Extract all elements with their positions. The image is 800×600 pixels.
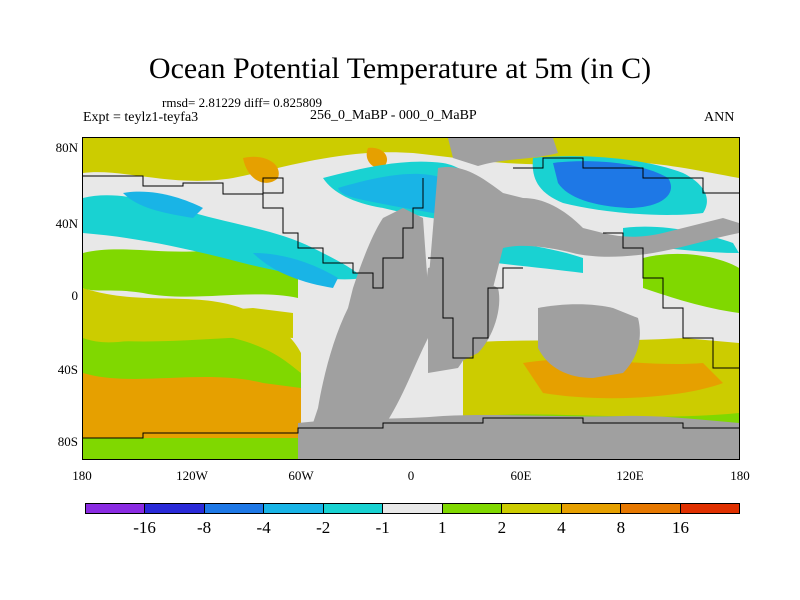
x-tick-label: 0 (407, 468, 415, 483)
colorbar-segment (561, 504, 622, 513)
y-tick-label: 40N (55, 216, 78, 231)
season-label: ANN (704, 110, 735, 125)
y-tick-label: 40S (57, 362, 78, 377)
north-warm-yellow (83, 138, 739, 181)
colorbar-segment (383, 504, 443, 513)
y-tick-label: 80S (57, 434, 78, 449)
x-tick-label: 60W (288, 468, 314, 483)
land-arctic (448, 138, 558, 166)
colorbar-segment (86, 504, 146, 513)
y-tick-label: 0 (71, 288, 79, 303)
colorbar-label: -16 (133, 518, 156, 537)
x-tick-label: 120E (616, 468, 644, 483)
land-antarctica (298, 415, 739, 459)
coastline-west (83, 175, 424, 289)
colorbar (85, 503, 740, 514)
colorbar-label: 8 (616, 518, 626, 537)
colorbar-segment (264, 504, 324, 513)
colorbar-segment (680, 504, 739, 513)
west-pacific-green (643, 253, 739, 313)
colorbar-label: 4 (557, 518, 566, 537)
rmsd-diff-stats: rmsd= 2.81229 diff= 0.825809 (162, 95, 322, 110)
colorbar-segment (502, 504, 562, 513)
temperature-map (82, 137, 740, 460)
coastline-north (513, 157, 739, 194)
north-pacific-cyan (83, 195, 363, 280)
colorbar-label: -4 (256, 518, 271, 537)
land-africa (426, 266, 500, 363)
colorbar-label: 1 (438, 518, 447, 537)
y-tick-label: 80N (55, 140, 78, 155)
x-tick-label: 60E (510, 468, 532, 483)
colorbar-label: -1 (375, 518, 390, 537)
x-tick-label: 180 (72, 468, 92, 483)
colorbar-segment (323, 504, 384, 513)
coastline-central (428, 257, 523, 359)
plot-title: Ocean Potential Temperature at 5m (in C) (148, 52, 652, 85)
x-tick-label: 180 (730, 468, 750, 483)
colorbar-label: -2 (316, 518, 331, 537)
land-australia (538, 304, 640, 378)
colorbar-segment (145, 504, 205, 513)
north-pacific-blue (123, 191, 203, 218)
colorbar-label: -8 (196, 518, 212, 537)
coastline-south (83, 417, 739, 439)
north-orange-patch (243, 156, 279, 183)
land-americas (308, 208, 428, 438)
x-tick-label: 120W (176, 468, 208, 483)
land-eurasia (428, 167, 739, 373)
coastline-east (603, 232, 739, 369)
colorbar-label: 2 (497, 518, 507, 537)
north-orange-patch-2 (366, 147, 388, 169)
south-orange (83, 373, 301, 438)
period-label: 256_0_MaBP - 000_0_MaBP (310, 108, 477, 123)
arctic-blue (553, 161, 672, 208)
tropical-yellow (83, 308, 293, 342)
experiment-label: Expt = teylz1-teyfa3 (83, 110, 199, 125)
colorbar-segment (621, 504, 681, 513)
equatorial-cyan (253, 253, 338, 288)
colorbar-segment (204, 504, 265, 513)
colorbar-label: 16 (671, 518, 689, 537)
colorbar-segment (442, 504, 503, 513)
coastline-pacific-island (262, 177, 284, 194)
